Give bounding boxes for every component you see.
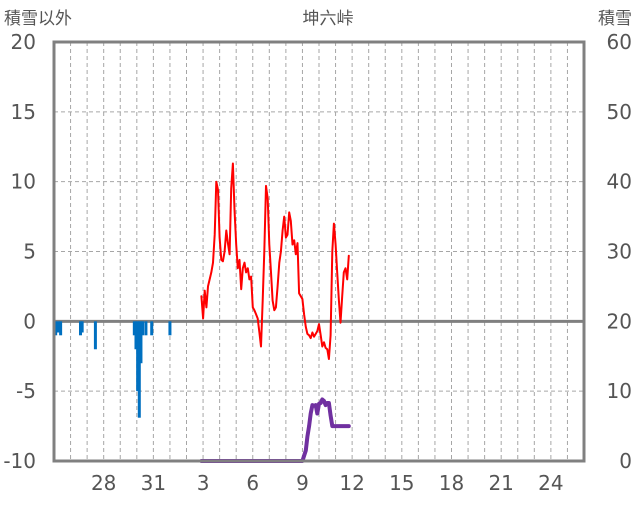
x-tick-label: 28 bbox=[91, 471, 116, 495]
bar-mark bbox=[134, 321, 138, 350]
bar-mark bbox=[59, 321, 63, 336]
bar-mark bbox=[150, 321, 154, 336]
plot-frame bbox=[52, 40, 586, 463]
line-series bbox=[199, 162, 351, 463]
x-tick-label: 15 bbox=[389, 471, 414, 495]
x-tick-label: 18 bbox=[439, 471, 464, 495]
bar-mark bbox=[132, 321, 136, 336]
x-tick-label: 6 bbox=[246, 471, 259, 495]
x-tick-label: 9 bbox=[296, 471, 309, 495]
bar-mark bbox=[136, 321, 140, 392]
right-y-tick-label: 40 bbox=[607, 170, 632, 194]
temperature-line bbox=[200, 162, 350, 360]
left-y-tick-label: 0 bbox=[23, 309, 36, 333]
left-y-tick-labels: 20 15 10 5 0 -5 -10 bbox=[3, 30, 36, 473]
left-y-tick-label: 15 bbox=[11, 100, 36, 124]
left-y-tick-label: 20 bbox=[11, 30, 36, 54]
right-y-tick-labels: 60 50 40 30 20 10 0 bbox=[607, 30, 632, 473]
x-tick-label: 24 bbox=[538, 471, 563, 495]
x-tick-labels: 28 31 3 6 9 12 15 18 21 24 bbox=[91, 471, 564, 495]
bar-mark bbox=[139, 321, 143, 364]
x-tick-label: 21 bbox=[488, 471, 513, 495]
bar-mark bbox=[144, 321, 148, 336]
bar-mark bbox=[93, 321, 97, 350]
bars-series bbox=[54, 321, 172, 418]
x-tick-label: 3 bbox=[197, 471, 210, 495]
right-y-tick-label: 60 bbox=[607, 30, 632, 54]
right-y-tick-label: 50 bbox=[607, 100, 632, 124]
grid bbox=[54, 42, 584, 461]
bar-mark bbox=[168, 321, 172, 336]
left-axis-title: 積雪以外 bbox=[4, 9, 72, 29]
bar-mark bbox=[80, 321, 84, 333]
right-y-tick-label: 10 bbox=[607, 379, 632, 403]
left-y-tick-label: -10 bbox=[3, 449, 36, 473]
snow-depth-line bbox=[199, 397, 351, 463]
chart-title: 坤六峠 bbox=[303, 9, 354, 29]
left-y-tick-label: 5 bbox=[23, 240, 36, 264]
left-y-tick-label: 10 bbox=[11, 170, 36, 194]
left-y-tick-label: -5 bbox=[16, 379, 36, 403]
x-tick-label: 12 bbox=[339, 471, 364, 495]
bar-mark bbox=[137, 321, 141, 418]
bar-mark bbox=[141, 321, 145, 336]
right-axis-title: 積雪 bbox=[598, 9, 632, 29]
right-y-tick-label: 0 bbox=[619, 449, 632, 473]
x-tick-label: 31 bbox=[141, 471, 166, 495]
right-y-tick-label: 30 bbox=[607, 240, 632, 264]
right-y-tick-label: 20 bbox=[607, 309, 632, 333]
bar-mark bbox=[79, 321, 82, 336]
bar-mark bbox=[56, 321, 60, 333]
bar-mark bbox=[54, 321, 58, 336]
